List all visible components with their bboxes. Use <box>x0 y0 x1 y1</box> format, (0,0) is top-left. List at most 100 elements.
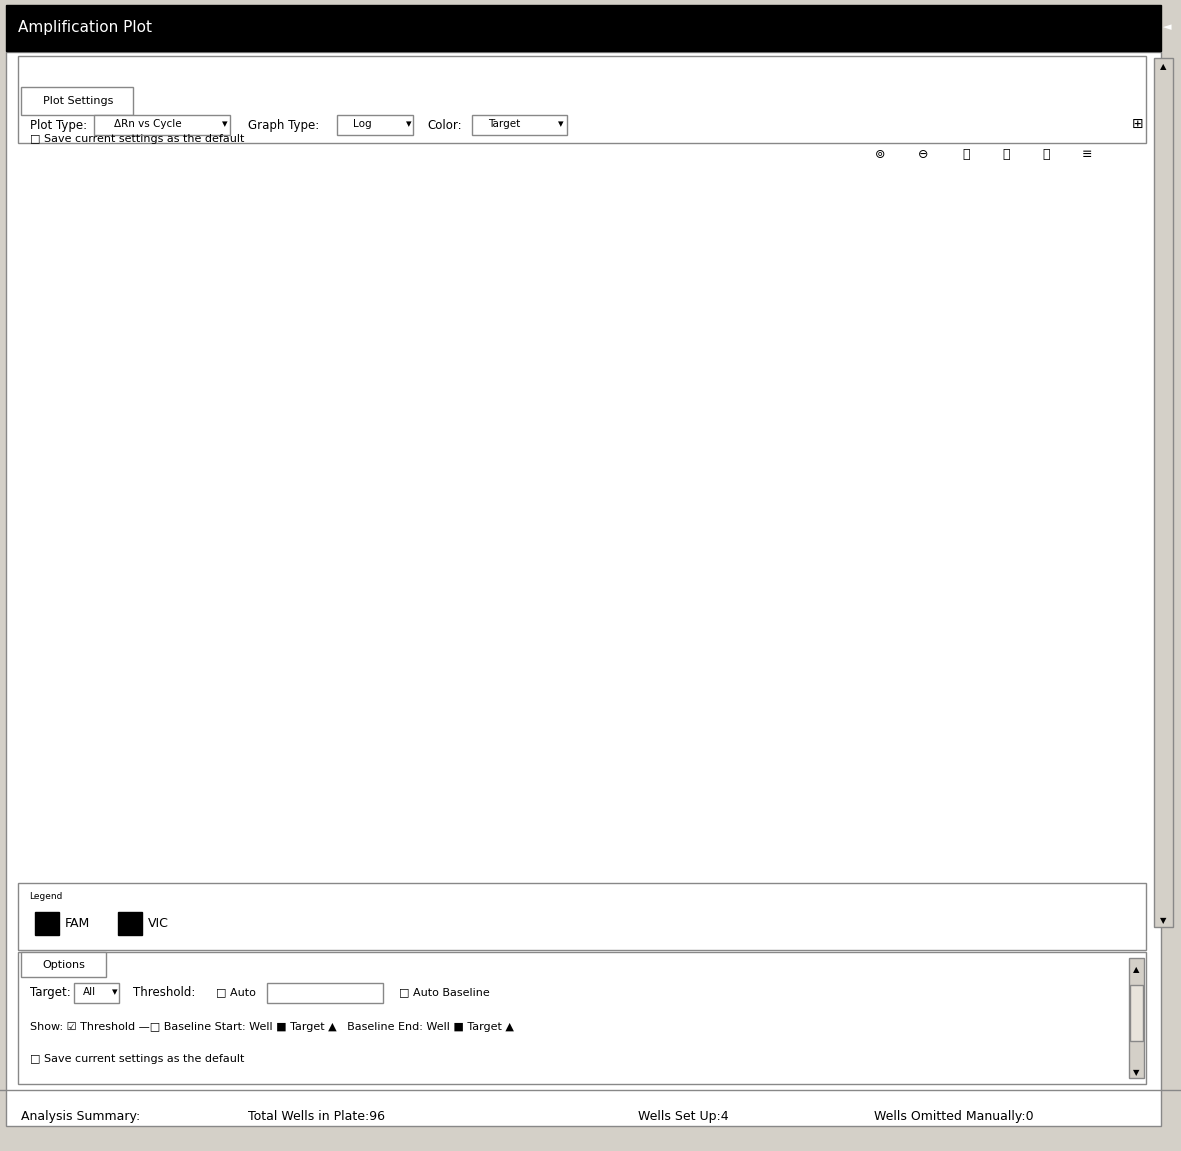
Point <box>300 336 319 355</box>
Point <box>552 388 570 406</box>
Point <box>315 334 334 352</box>
FancyBboxPatch shape <box>6 52 1161 1126</box>
Point <box>137 344 156 363</box>
Text: Wells Omitted Manually:0: Wells Omitted Manually:0 <box>874 1110 1033 1123</box>
Point <box>1014 508 1033 526</box>
Point <box>759 586 778 604</box>
Point <box>653 603 672 622</box>
Point <box>863 334 882 352</box>
Point <box>933 532 952 550</box>
Point <box>804 562 823 580</box>
Text: □ Save current settings as the default: □ Save current settings as the default <box>30 1054 244 1064</box>
Point <box>289 355 308 373</box>
Point <box>210 342 229 360</box>
Point <box>112 352 131 371</box>
Point <box>952 524 971 542</box>
FancyBboxPatch shape <box>1154 58 1173 927</box>
Point <box>237 367 256 386</box>
Text: ▼: ▼ <box>1160 916 1167 925</box>
Text: ▾: ▾ <box>406 120 411 129</box>
Point <box>704 380 723 398</box>
Point <box>138 327 157 345</box>
Point <box>168 383 187 402</box>
Point <box>625 570 644 588</box>
Point <box>1030 254 1049 273</box>
Point <box>416 340 435 358</box>
Point <box>389 380 407 398</box>
Point <box>624 403 642 421</box>
Point <box>908 562 927 580</box>
Point <box>223 334 242 352</box>
Point <box>242 361 261 380</box>
Point <box>222 374 241 392</box>
Point <box>210 359 229 378</box>
Point <box>594 572 613 590</box>
Point <box>547 355 566 373</box>
Point <box>961 292 980 311</box>
Point <box>505 345 524 364</box>
Text: 📋: 📋 <box>1003 147 1010 161</box>
Point <box>626 559 645 578</box>
Text: ΔRn vs Cycle: ΔRn vs Cycle <box>113 120 182 129</box>
Point <box>781 566 800 585</box>
Point <box>289 338 308 357</box>
Point <box>887 557 906 576</box>
Point <box>404 337 423 356</box>
X-axis label: Cycle: Cycle <box>603 916 642 931</box>
Text: 📈: 📈 <box>1043 147 1050 161</box>
FancyBboxPatch shape <box>74 983 119 1003</box>
Point <box>1031 256 1050 274</box>
Point <box>1116 228 1135 246</box>
Point <box>517 368 536 387</box>
Point <box>753 376 772 395</box>
Point <box>428 335 446 353</box>
Point <box>120 344 139 363</box>
Point <box>1038 478 1057 496</box>
Point <box>1120 462 1138 480</box>
Point <box>863 577 882 595</box>
Point <box>985 509 1004 527</box>
Point <box>195 335 214 353</box>
Point <box>860 327 879 345</box>
FancyBboxPatch shape <box>337 115 413 135</box>
Point <box>324 359 342 378</box>
Point <box>902 307 921 326</box>
Point <box>657 427 676 445</box>
Point <box>520 375 539 394</box>
Point <box>1089 468 1108 487</box>
Point <box>495 369 514 388</box>
Point <box>428 342 446 360</box>
Point <box>937 307 955 326</box>
Point <box>339 321 358 340</box>
Point <box>223 352 242 371</box>
Point <box>850 589 869 608</box>
Point <box>1079 231 1098 250</box>
Point <box>983 276 1001 295</box>
Point <box>732 576 751 594</box>
Point <box>531 340 550 358</box>
Point <box>704 593 723 611</box>
Point <box>569 368 588 387</box>
Point <box>298 334 317 352</box>
Point <box>441 346 459 365</box>
Point <box>929 543 948 562</box>
Point <box>1084 463 1103 481</box>
Point <box>1016 258 1035 276</box>
Point <box>312 366 331 384</box>
Point <box>979 288 998 306</box>
Point <box>249 353 268 372</box>
Point <box>1057 472 1076 490</box>
Text: ⊖: ⊖ <box>919 147 928 161</box>
Point <box>1081 456 1100 474</box>
Point <box>599 592 618 610</box>
Point <box>751 404 770 422</box>
Point <box>1062 468 1081 487</box>
Point <box>145 320 164 338</box>
Point <box>320 353 339 372</box>
Point <box>557 407 576 426</box>
Point <box>341 323 360 342</box>
Point <box>392 318 411 336</box>
Text: Amplification Plot: Amplification Plot <box>18 20 151 36</box>
Point <box>787 422 805 441</box>
Point <box>954 283 973 302</box>
